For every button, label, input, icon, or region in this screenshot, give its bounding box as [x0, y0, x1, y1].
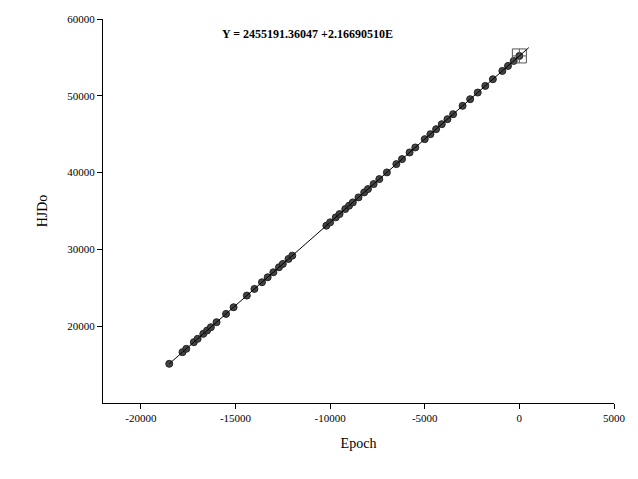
- svg-text:40000: 40000: [67, 166, 95, 178]
- svg-text:50000: 50000: [67, 90, 95, 102]
- svg-text:Y = 2455191.36047 +2.16690510E: Y = 2455191.36047 +2.16690510E: [222, 27, 393, 41]
- svg-text:-10000: -10000: [315, 412, 347, 424]
- svg-text:-20000: -20000: [125, 412, 157, 424]
- svg-text:30000: 30000: [67, 243, 95, 255]
- svg-text:-5000: -5000: [412, 412, 438, 424]
- svg-text:Epoch: Epoch: [341, 436, 377, 451]
- svg-text:0: 0: [517, 412, 523, 424]
- svg-text:60000: 60000: [67, 13, 95, 25]
- svg-text:20000: 20000: [67, 320, 95, 332]
- svg-text:-15000: -15000: [220, 412, 252, 424]
- svg-text:HJDo: HJDo: [35, 195, 50, 228]
- svg-text:5000: 5000: [603, 412, 626, 424]
